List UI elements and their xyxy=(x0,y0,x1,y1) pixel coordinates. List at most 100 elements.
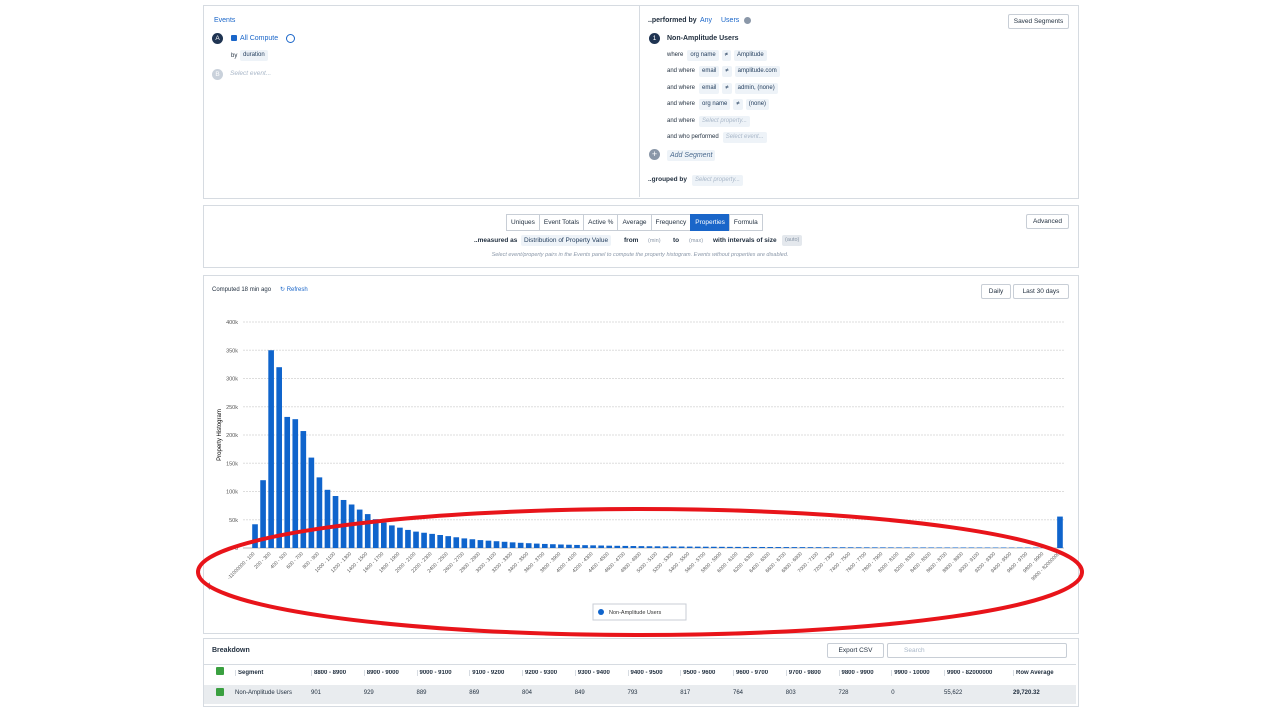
bar xyxy=(364,514,371,548)
column-header[interactable]: 8900 - 9000 xyxy=(363,670,412,676)
bar xyxy=(694,546,701,548)
legend-box xyxy=(592,603,687,621)
event-name[interactable]: All Compute xyxy=(240,35,279,42)
bar xyxy=(477,540,484,548)
bar xyxy=(1057,516,1063,548)
checkbox[interactable] xyxy=(216,688,224,696)
column-header[interactable]: 9900 - 10000 xyxy=(891,670,939,676)
bar xyxy=(823,547,830,548)
bar xyxy=(332,496,339,548)
column-header[interactable]: 9300 - 9400 xyxy=(574,670,623,676)
filter-placeholder[interactable]: Select event... xyxy=(722,132,767,143)
note: Select event/property pairs in the Event… xyxy=(491,252,789,258)
bar xyxy=(855,547,862,548)
to-label: to xyxy=(673,237,680,244)
grouped-by: ..grouped by xyxy=(648,176,687,183)
column-header[interactable]: 9900 - 82000000 xyxy=(944,670,1008,676)
bar xyxy=(461,538,468,548)
legend-label: Non-Amplitude Users xyxy=(609,610,662,616)
bar xyxy=(751,546,757,548)
filter-row: where org name ≠ Amplitude xyxy=(667,50,770,61)
column-header[interactable]: 9700 - 9800 xyxy=(785,670,834,676)
users-toggle[interactable]: Users xyxy=(721,17,740,24)
filter-operator[interactable]: ≠ xyxy=(721,50,731,61)
any-toggle[interactable]: Any xyxy=(700,17,713,24)
table-cell: 901 xyxy=(311,690,322,696)
metric-chip[interactable]: Distribution of Property Value xyxy=(521,235,612,246)
bar xyxy=(437,535,443,548)
column-header[interactable]: 9800 - 9900 xyxy=(838,670,887,676)
filter-operator[interactable]: ≠ xyxy=(722,82,732,94)
saved-segments-button[interactable]: Saved Segments xyxy=(1008,14,1069,29)
auto-input[interactable]: (auto) xyxy=(782,235,803,246)
info-icon[interactable] xyxy=(744,17,751,24)
checkbox[interactable] xyxy=(216,667,224,675)
range-dropdown[interactable]: Last 30 days xyxy=(1013,284,1069,299)
filter-row: and where email ≠ admin, (none) xyxy=(667,82,781,94)
bar xyxy=(316,477,323,548)
chart-panel xyxy=(203,275,1079,634)
filter-row: and where email ≠ amplitude.com xyxy=(667,66,783,78)
property-chip[interactable]: duration xyxy=(240,50,268,61)
column-header[interactable]: 9200 - 9300 xyxy=(522,670,570,676)
bar xyxy=(260,480,266,548)
bar xyxy=(566,544,572,548)
table-cell: 793 xyxy=(627,690,638,696)
interval-label: with intervals of size xyxy=(713,237,777,244)
table-cell: 817 xyxy=(680,690,691,696)
tab[interactable]: Formula xyxy=(728,214,763,231)
column-header[interactable]: 9100 - 9200 xyxy=(469,670,517,676)
add-segment[interactable]: Add Segment xyxy=(667,150,716,161)
bar xyxy=(525,543,532,548)
column-header[interactable]: Segment xyxy=(235,670,306,676)
bar xyxy=(356,509,363,548)
filter-row: and where Select property... xyxy=(667,115,753,127)
max-input[interactable]: (max) xyxy=(689,238,704,244)
filter-operator[interactable]: ≠ xyxy=(722,66,732,78)
table-cell: 803 xyxy=(785,690,796,696)
column-header[interactable]: 9400 - 9500 xyxy=(627,670,676,676)
filter-property[interactable]: org name xyxy=(699,99,731,111)
filter-prefix: and where xyxy=(667,101,696,108)
advanced-button[interactable]: Advanced xyxy=(1026,214,1069,229)
filter-value[interactable]: Amplitude xyxy=(734,50,767,61)
search-box[interactable]: Search xyxy=(887,643,1067,658)
column-header[interactable]: 9600 - 9700 xyxy=(733,670,781,676)
column-header[interactable]: 9000 - 9100 xyxy=(416,670,465,676)
bar xyxy=(831,547,838,548)
grouped-placeholder[interactable]: Select property... xyxy=(692,175,743,186)
column-header[interactable]: 9500 - 9600 xyxy=(680,670,728,676)
filter-placeholder[interactable]: Select property... xyxy=(699,115,750,127)
segment-name[interactable]: Non-Amplitude Users xyxy=(667,35,739,42)
filter-value[interactable]: (none) xyxy=(745,99,770,111)
filter-value[interactable]: amplitude.com xyxy=(734,66,780,78)
column-header[interactable]: Row Average xyxy=(1013,670,1077,676)
export-button[interactable]: Export CSV xyxy=(827,643,884,658)
filter-operator[interactable]: ≠ xyxy=(733,99,743,111)
bar xyxy=(662,546,669,548)
filter-property[interactable]: email xyxy=(699,66,720,78)
filter-property[interactable]: email xyxy=(699,82,720,94)
tab[interactable]: Average xyxy=(617,214,652,231)
event-placeholder[interactable]: Select event... xyxy=(230,70,272,77)
bar xyxy=(872,547,878,548)
min-input[interactable]: (min) xyxy=(648,238,661,244)
bar xyxy=(847,547,854,548)
bar xyxy=(775,547,782,548)
info-icon[interactable] xyxy=(286,34,295,43)
y-tick-label: 50k xyxy=(229,518,238,524)
column-header[interactable]: 8800 - 8900 xyxy=(311,670,359,676)
bar xyxy=(429,533,435,548)
bar xyxy=(630,546,637,548)
refresh-link[interactable]: ↻ Refresh xyxy=(280,287,308,293)
y-tick-label: 100k xyxy=(226,490,238,496)
add-icon[interactable]: + xyxy=(649,149,660,160)
legend-swatch xyxy=(598,609,604,615)
filter-value[interactable]: admin, (none) xyxy=(734,82,778,94)
refresh-text[interactable]: Refresh xyxy=(286,287,308,293)
bar xyxy=(533,543,540,548)
filter-property[interactable]: org name xyxy=(687,50,719,61)
interval-dropdown[interactable]: Daily xyxy=(981,284,1011,299)
bar xyxy=(469,539,476,548)
